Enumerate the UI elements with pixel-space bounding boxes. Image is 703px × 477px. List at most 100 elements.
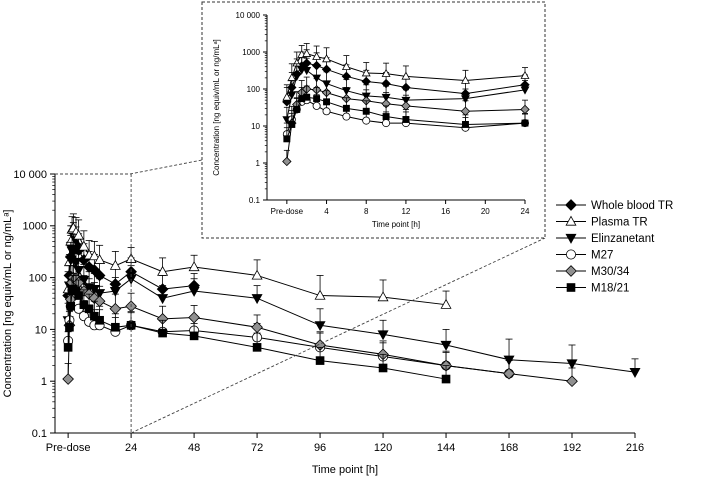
series-elinzanetant <box>62 233 641 378</box>
data-point <box>315 356 325 365</box>
data-point <box>94 253 106 264</box>
inset-data-point <box>461 75 470 84</box>
inset-data-point <box>520 104 530 115</box>
inset-x-tick-label: 16 <box>441 207 450 216</box>
inset-data-point <box>520 70 530 79</box>
inset-frame <box>201 1 546 239</box>
inset-data-point <box>521 119 529 127</box>
data-point <box>566 359 578 370</box>
inset-x-tick-label: Pre-dose <box>271 207 304 216</box>
x-tick-label: 96 <box>314 442 326 454</box>
data-point <box>109 259 121 270</box>
inset-data-point <box>322 54 331 63</box>
legend: Whole blood TR Plasma TR Elinzanetant M27 M3… <box>556 199 673 295</box>
x-tick-label: 144 <box>437 442 455 454</box>
inset-y-tick-label: 1000 <box>242 48 260 57</box>
inset-x-tick-label: 24 <box>521 207 530 216</box>
x-tick-label: 48 <box>188 442 200 454</box>
inset-data-point <box>401 71 411 80</box>
inset-data-point <box>361 68 371 77</box>
inset-x-axis-label: Time point [h] <box>372 220 420 229</box>
inset-y-tick-label: 10 000 <box>236 11 261 20</box>
x-tick-label: 192 <box>563 442 581 454</box>
legend-item-elinzanetant: Elinzanetant <box>556 233 655 245</box>
inset-y-tick-label: 100 <box>247 85 261 94</box>
inset-y-tick-label: 1 <box>256 159 261 168</box>
y-tick-label: 100 <box>29 272 47 284</box>
series-m18-21 <box>63 273 451 384</box>
inset-data-point <box>382 113 390 121</box>
data-point <box>109 302 122 315</box>
legend-label: M18/21 <box>591 283 629 295</box>
data-point <box>377 330 389 341</box>
inset-data-point <box>312 51 322 60</box>
inset-data-point <box>323 98 330 106</box>
inset-data-point <box>293 105 301 113</box>
inset-data-point <box>461 95 470 104</box>
data-point <box>78 240 90 251</box>
inset-data-point <box>341 61 351 71</box>
series-line <box>67 249 636 373</box>
legend-item-m18-21: M18/21 <box>556 283 629 295</box>
legend-label: Plasma TR <box>591 217 648 229</box>
data-point <box>188 261 200 272</box>
data-point <box>188 286 200 297</box>
legend-item-m27: M27 <box>556 249 613 262</box>
data-point <box>62 373 74 385</box>
data-point <box>440 340 452 351</box>
y-tick-label: 0.1 <box>32 428 47 440</box>
legend-marker <box>566 283 576 292</box>
inset-data-point <box>303 93 311 101</box>
inset-y-tick-label: 10 <box>251 122 260 131</box>
legend-marker <box>565 233 577 244</box>
inset-series-plasma-tr <box>282 43 530 101</box>
data-point <box>377 291 389 302</box>
y-tick-label: 1 <box>41 376 47 388</box>
y-tick-label: 1000 <box>23 221 47 233</box>
x-tick-label: 24 <box>125 442 137 454</box>
inset-data-point <box>313 95 321 103</box>
inset-data-point <box>283 135 291 143</box>
legend-marker <box>565 215 577 226</box>
inset-y-tick-label: 0.1 <box>249 196 261 205</box>
data-point <box>95 315 104 325</box>
inset-data-point <box>402 116 410 123</box>
inset-x-tick-label: 8 <box>364 207 369 216</box>
x-axis-label: Time point [h] <box>312 464 378 476</box>
legend-marker <box>565 265 577 277</box>
x-tick-label: Pre-dose <box>46 442 91 454</box>
inset-data-point <box>292 73 302 82</box>
x-tick-label: 120 <box>374 442 392 454</box>
data-point <box>125 252 137 263</box>
data-point <box>251 269 263 280</box>
data-point <box>566 375 578 388</box>
data-point <box>252 343 262 352</box>
data-point <box>251 294 263 305</box>
inset-series-m18-21 <box>283 85 529 143</box>
x-tick-label: 72 <box>251 442 263 454</box>
legend-item-m30-34: M30/34 <box>556 265 630 278</box>
data-point <box>158 328 167 338</box>
y-tick-label: 10 000 <box>13 169 47 181</box>
data-point <box>157 265 169 276</box>
data-point <box>189 331 199 341</box>
zoom-connector-upper <box>129 159 203 175</box>
inset-x-tick-label: 12 <box>401 207 410 216</box>
inset-data-point <box>342 104 350 112</box>
inset-data-point <box>462 121 469 128</box>
legend-label: M30/34 <box>591 266 630 278</box>
x-tick-label: 216 <box>626 442 644 454</box>
inset-plot: 0.1 1 10 100 1000 10 000 Pre-dose 4 8 12 16 20 24 Tim… <box>201 1 546 239</box>
data-point <box>378 363 388 373</box>
inset-data-point <box>342 112 351 121</box>
data-point <box>441 374 451 384</box>
inset-data-point <box>288 121 296 128</box>
data-point <box>84 304 94 314</box>
inset-data-point <box>302 67 312 76</box>
inset-x-tick-label: 20 <box>481 207 490 216</box>
zoom-connector-lines <box>55 159 546 434</box>
x-tick-label: 168 <box>500 442 518 454</box>
legend-item-plasma-tr: Plasma TR <box>556 215 648 229</box>
inset-data-point <box>362 116 371 125</box>
